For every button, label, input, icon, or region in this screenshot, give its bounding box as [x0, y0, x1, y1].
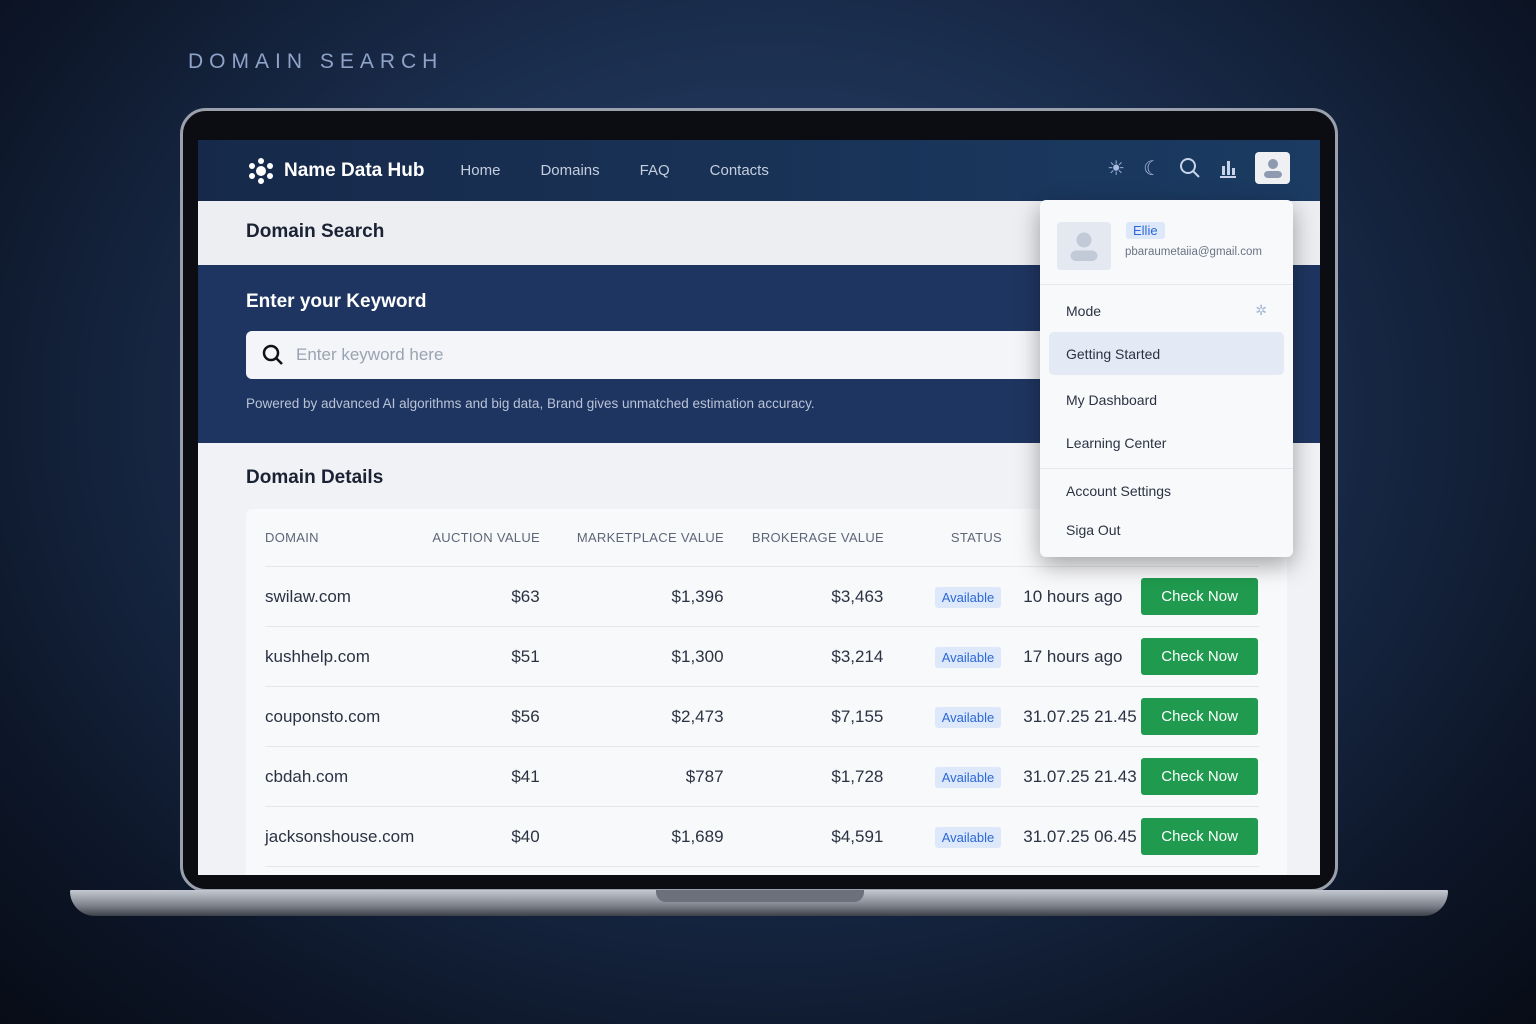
- menu-item-getting-started[interactable]: Getting Started: [1049, 332, 1284, 375]
- domain-name[interactable]: cbdah.com: [265, 766, 349, 786]
- table-row: jacksonshouse.com $40 $1,689 $4,591 Avai…: [265, 807, 1259, 867]
- check-now-button[interactable]: Check Now: [1141, 698, 1259, 735]
- user-icon: [1070, 232, 1098, 261]
- auction-value: $40: [511, 826, 540, 846]
- col-marketplace: MARKETPLACE VALUE: [576, 530, 724, 545]
- status-badge: Available: [934, 646, 1002, 668]
- col-brokerage: BROKERAGE VALUE: [751, 530, 884, 545]
- search-heading: Enter your Keyword: [246, 291, 427, 312]
- search-icon[interactable]: [1179, 157, 1201, 179]
- table-row: swilaw.com $63 $1,396 $3,463 Available 1…: [265, 567, 1259, 627]
- domain-name[interactable]: kushhelp.com: [265, 646, 370, 666]
- col-status: STATUS: [950, 530, 1002, 545]
- nav-contacts[interactable]: Contacts: [709, 162, 769, 179]
- table-header: DOMAIN AUCTION VALUE MARKETPLACE VALUE B…: [265, 509, 1259, 567]
- search-icon: [262, 344, 283, 365]
- profile-header: Ellie pbaraumetaiia@gmail.com: [1040, 200, 1293, 285]
- domain-details: Domain Details DOMAIN AUCTION VALUE MARK…: [198, 443, 1320, 875]
- brand-name[interactable]: Name Data Hub: [284, 159, 425, 181]
- screen: Name Data Hub Home Domains FAQ Contacts …: [198, 140, 1320, 875]
- domain-name[interactable]: jacksonshouse.com: [265, 826, 415, 846]
- marketplace-value: $1,689: [671, 826, 724, 846]
- table-row: cbdah.com $41 $787 $1,728 Available 31.0…: [265, 747, 1259, 807]
- chart-icon[interactable]: [1219, 158, 1237, 178]
- logo-icon: [249, 157, 273, 184]
- nav-faq[interactable]: FAQ: [639, 162, 670, 179]
- auction-value: $63: [511, 586, 540, 606]
- check-now-button[interactable]: Check Now: [1141, 818, 1259, 855]
- col-domain: DOMAIN: [265, 530, 319, 545]
- auction-value: $56: [511, 706, 540, 726]
- brokerage-value: $3,214: [831, 646, 884, 666]
- status-badge: Available: [934, 826, 1002, 848]
- brokerage-value: $4,591: [831, 826, 884, 846]
- nav-domains[interactable]: Domains: [540, 162, 600, 179]
- nav-home[interactable]: Home: [460, 162, 501, 179]
- auction-value: $51: [511, 646, 540, 666]
- checked-time: 10 hours ago: [1023, 586, 1123, 606]
- status-badge: Available: [934, 766, 1002, 788]
- check-now-button[interactable]: Check Now: [1141, 638, 1259, 675]
- col-auction: AUCTION VALUE: [432, 530, 540, 545]
- marketplace-value: $2,473: [671, 706, 724, 726]
- caption: DOMAIN SEARCH: [188, 50, 444, 73]
- table-row: kushhelp.com $51 $1,300 $3,214 Available…: [265, 627, 1259, 687]
- search-input[interactable]: Enter keyword here: [246, 331, 1106, 379]
- marketplace-value: $1,396: [671, 586, 724, 606]
- menu-item-learning-center[interactable]: Learning Center: [1066, 434, 1167, 451]
- user-email: pbaraumetaiia@gmail.com: [1125, 246, 1262, 258]
- laptop-notch: [656, 890, 864, 902]
- sun-icon[interactable]: ☀: [1107, 157, 1126, 180]
- menu-item-mode[interactable]: Mode ✲: [1040, 289, 1293, 332]
- navbar: Name Data Hub Home Domains FAQ Contacts …: [198, 140, 1320, 201]
- menu-divider: [1040, 468, 1293, 469]
- user-icon: [1263, 159, 1282, 178]
- menu-item-label: Mode: [1066, 302, 1102, 319]
- moon-icon[interactable]: ☾: [1143, 157, 1161, 180]
- menu-item-account-settings[interactable]: Account Settings: [1066, 482, 1172, 499]
- marketplace-value: $787: [685, 766, 724, 786]
- menu-item-sign-out[interactable]: Siga Out: [1066, 522, 1121, 538]
- table-row: couponsto.com $56 $2,473 $7,155 Availabl…: [265, 687, 1259, 747]
- domain-name[interactable]: swilaw.com: [265, 586, 351, 606]
- brokerage-value: $3,463: [831, 586, 884, 606]
- domain-name[interactable]: couponsto.com: [265, 706, 381, 726]
- brokerage-value: $7,155: [831, 706, 884, 726]
- check-now-button[interactable]: Check Now: [1141, 758, 1259, 795]
- user-avatar-button[interactable]: [1255, 152, 1290, 184]
- tagline: Powered by advanced AI algorithms and bi…: [246, 396, 815, 411]
- check-now-button[interactable]: Check Now: [1141, 578, 1259, 615]
- status-badge: Available: [934, 706, 1002, 728]
- checked-time: 17 hours ago: [1023, 646, 1123, 666]
- user-dropdown-menu: Ellie pbaraumetaiia@gmail.com Mode ✲ Gett…: [1040, 200, 1293, 557]
- domain-table: DOMAIN AUCTION VALUE MARKETPLACE VALUE B…: [246, 509, 1287, 875]
- mode-toggle-icon[interactable]: ✲: [1255, 302, 1267, 318]
- user-name: Ellie: [1126, 222, 1165, 239]
- checked-time: 31.07.25 21.45: [1023, 706, 1137, 726]
- details-heading: Domain Details: [246, 467, 384, 488]
- checked-time: 31.07.25 21.43: [1023, 766, 1137, 786]
- profile-avatar: [1057, 222, 1111, 270]
- search-placeholder: Enter keyword here: [296, 345, 444, 364]
- menu-item-dashboard[interactable]: My Dashboard: [1066, 391, 1158, 408]
- marketplace-value: $1,300: [671, 646, 724, 666]
- auction-value: $41: [511, 766, 540, 786]
- checked-time: 31.07.25 06.45: [1023, 826, 1137, 846]
- status-badge: Available: [934, 586, 1002, 608]
- brokerage-value: $1,728: [831, 766, 884, 786]
